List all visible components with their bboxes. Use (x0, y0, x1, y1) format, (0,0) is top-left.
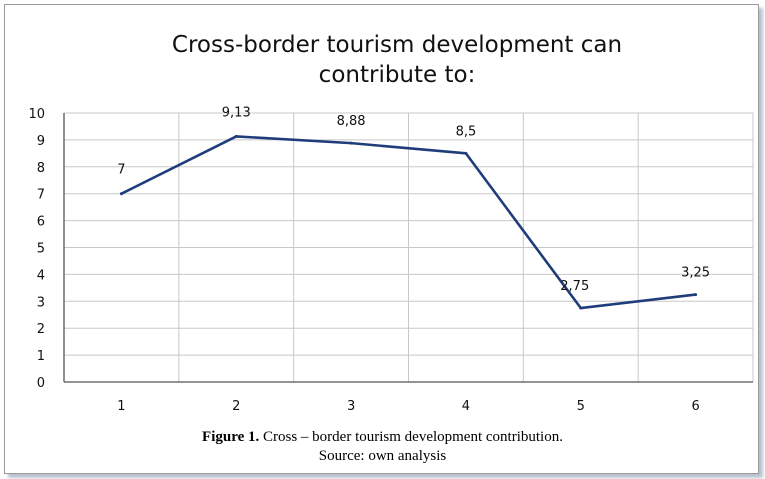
x-tick-label: 2 (232, 399, 240, 414)
y-tick-label: 3 (37, 295, 45, 310)
data-label: 3,25 (681, 266, 710, 281)
y-tick-label: 0 (37, 376, 45, 391)
data-point (694, 293, 698, 297)
data-label: 8,88 (337, 114, 366, 129)
x-tick-label: 4 (462, 399, 470, 414)
caption-line-1: Figure 1. Cross – border tourism develop… (0, 428, 765, 447)
axes (63, 113, 753, 383)
data-label: 2,75 (560, 279, 589, 294)
data-point (234, 134, 238, 138)
data-label: 8,5 (456, 124, 477, 139)
x-tick-label: 3 (347, 399, 355, 414)
x-axis-tick-labels: 1 2 3 4 5 6 (117, 399, 699, 414)
x-tick-label: 1 (117, 399, 125, 414)
data-label: 7 (117, 163, 125, 178)
y-tick-label: 10 (28, 107, 45, 122)
x-tick-label: 6 (691, 399, 699, 414)
figure-frame (4, 4, 759, 474)
data-label: 9,13 (222, 105, 251, 120)
y-tick-label: 2 (37, 322, 45, 337)
x-tick-label: 5 (577, 399, 585, 414)
data-point (119, 192, 123, 196)
y-tick-label: 5 (37, 242, 45, 257)
figure-caption: Figure 1. Cross – border tourism develop… (0, 428, 765, 466)
y-tick-label: 1 (37, 349, 45, 364)
y-axis-tick-labels: 0 1 2 3 4 5 6 7 8 9 10 (28, 107, 45, 391)
y-tick-label: 6 (37, 215, 45, 230)
series-line (120, 135, 696, 310)
series (119, 134, 698, 310)
y-tick-label: 9 (37, 134, 45, 149)
chart-title-line-2: contribute to: (319, 62, 476, 88)
figure-caption-text: Cross – border tourism development contr… (259, 429, 563, 445)
y-tick-label: 8 (37, 161, 45, 176)
data-point (349, 141, 353, 145)
y-tick-label: 4 (37, 268, 45, 283)
y-tick-label: 7 (37, 188, 45, 203)
data-point (579, 306, 583, 310)
gridlines (63, 112, 754, 382)
data-point (464, 151, 468, 155)
data-labels: 7 9,13 8,88 8,5 2,75 3,25 (117, 105, 710, 294)
figure-label: Figure 1. (202, 429, 260, 445)
chart-title-line-1: Cross-border tourism development can (172, 32, 622, 58)
figure-source: Source: own analysis (318, 448, 447, 464)
chart-title: Cross-border tourism development can con… (172, 32, 622, 88)
